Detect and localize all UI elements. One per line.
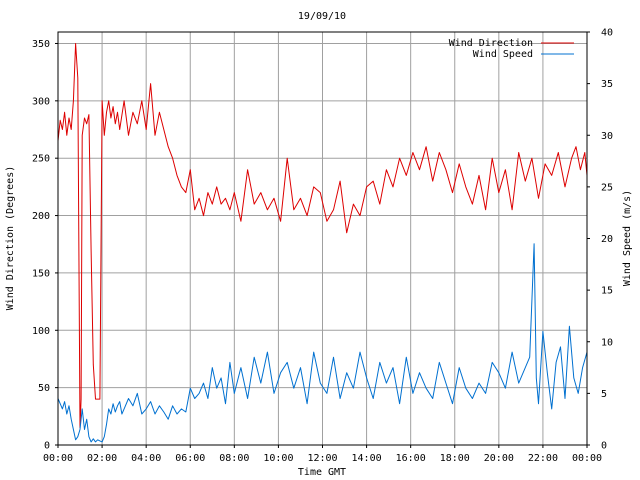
y-right-tick-label: 30	[601, 131, 613, 142]
y-right-tick-label: 20	[601, 234, 613, 245]
y-right-tick-label: 15	[601, 286, 613, 297]
y-right-tick-label: 10	[601, 337, 613, 348]
series-line-wind-speed	[57, 243, 588, 443]
x-tick-label: 08:00	[219, 453, 249, 464]
series-line-wind-direction	[57, 43, 588, 429]
axis-ticks: 00:00 02:00 04:00 06:00 08:00 10:00 12:00 14:00…	[32, 28, 613, 465]
x-tick-label: 00:00	[43, 453, 73, 464]
x-tick-label: 00:00	[572, 453, 602, 464]
legend-label-speed: Wind Speed	[473, 49, 533, 60]
x-tick-label: 16:00	[396, 453, 426, 464]
y-left-tick-label: 350	[32, 39, 50, 50]
y-left-tick-label: 200	[32, 211, 50, 222]
y-left-tick-label: 250	[32, 154, 50, 165]
x-tick-label: 04:00	[131, 453, 161, 464]
x-tick-label: 10:00	[263, 453, 293, 464]
left-axis-label: Wind Direction (Degrees)	[5, 166, 16, 311]
y-right-tick-label: 40	[601, 28, 613, 39]
x-tick-label: 02:00	[87, 453, 117, 464]
x-tick-label: 18:00	[440, 453, 470, 464]
y-left-tick-label: 0	[44, 441, 50, 452]
legend: Wind Direction Wind Speed	[449, 38, 574, 60]
y-right-tick-label: 25	[601, 182, 613, 193]
x-tick-label: 20:00	[484, 453, 514, 464]
y-left-tick-label: 300	[32, 96, 50, 107]
x-axis-label: Time GMT	[298, 467, 346, 478]
y-left-tick-label: 100	[32, 326, 50, 337]
y-left-tick-label: 150	[32, 268, 50, 279]
x-tick-label: 12:00	[307, 453, 337, 464]
x-tick-label: 06:00	[175, 453, 205, 464]
y-right-tick-label: 35	[601, 79, 613, 90]
y-left-tick-label: 50	[38, 383, 50, 394]
legend-label-direction: Wind Direction	[449, 38, 533, 49]
x-tick-label: 22:00	[528, 453, 558, 464]
x-tick-label: 14:00	[352, 453, 382, 464]
chart-title: 19/09/10	[298, 11, 346, 22]
series-layer	[57, 43, 588, 443]
y-right-tick-label: 0	[601, 441, 607, 452]
grid-lines	[58, 32, 587, 445]
right-axis-label: Wind Speed (m/s)	[622, 190, 633, 286]
y-right-tick-label: 5	[601, 389, 607, 400]
